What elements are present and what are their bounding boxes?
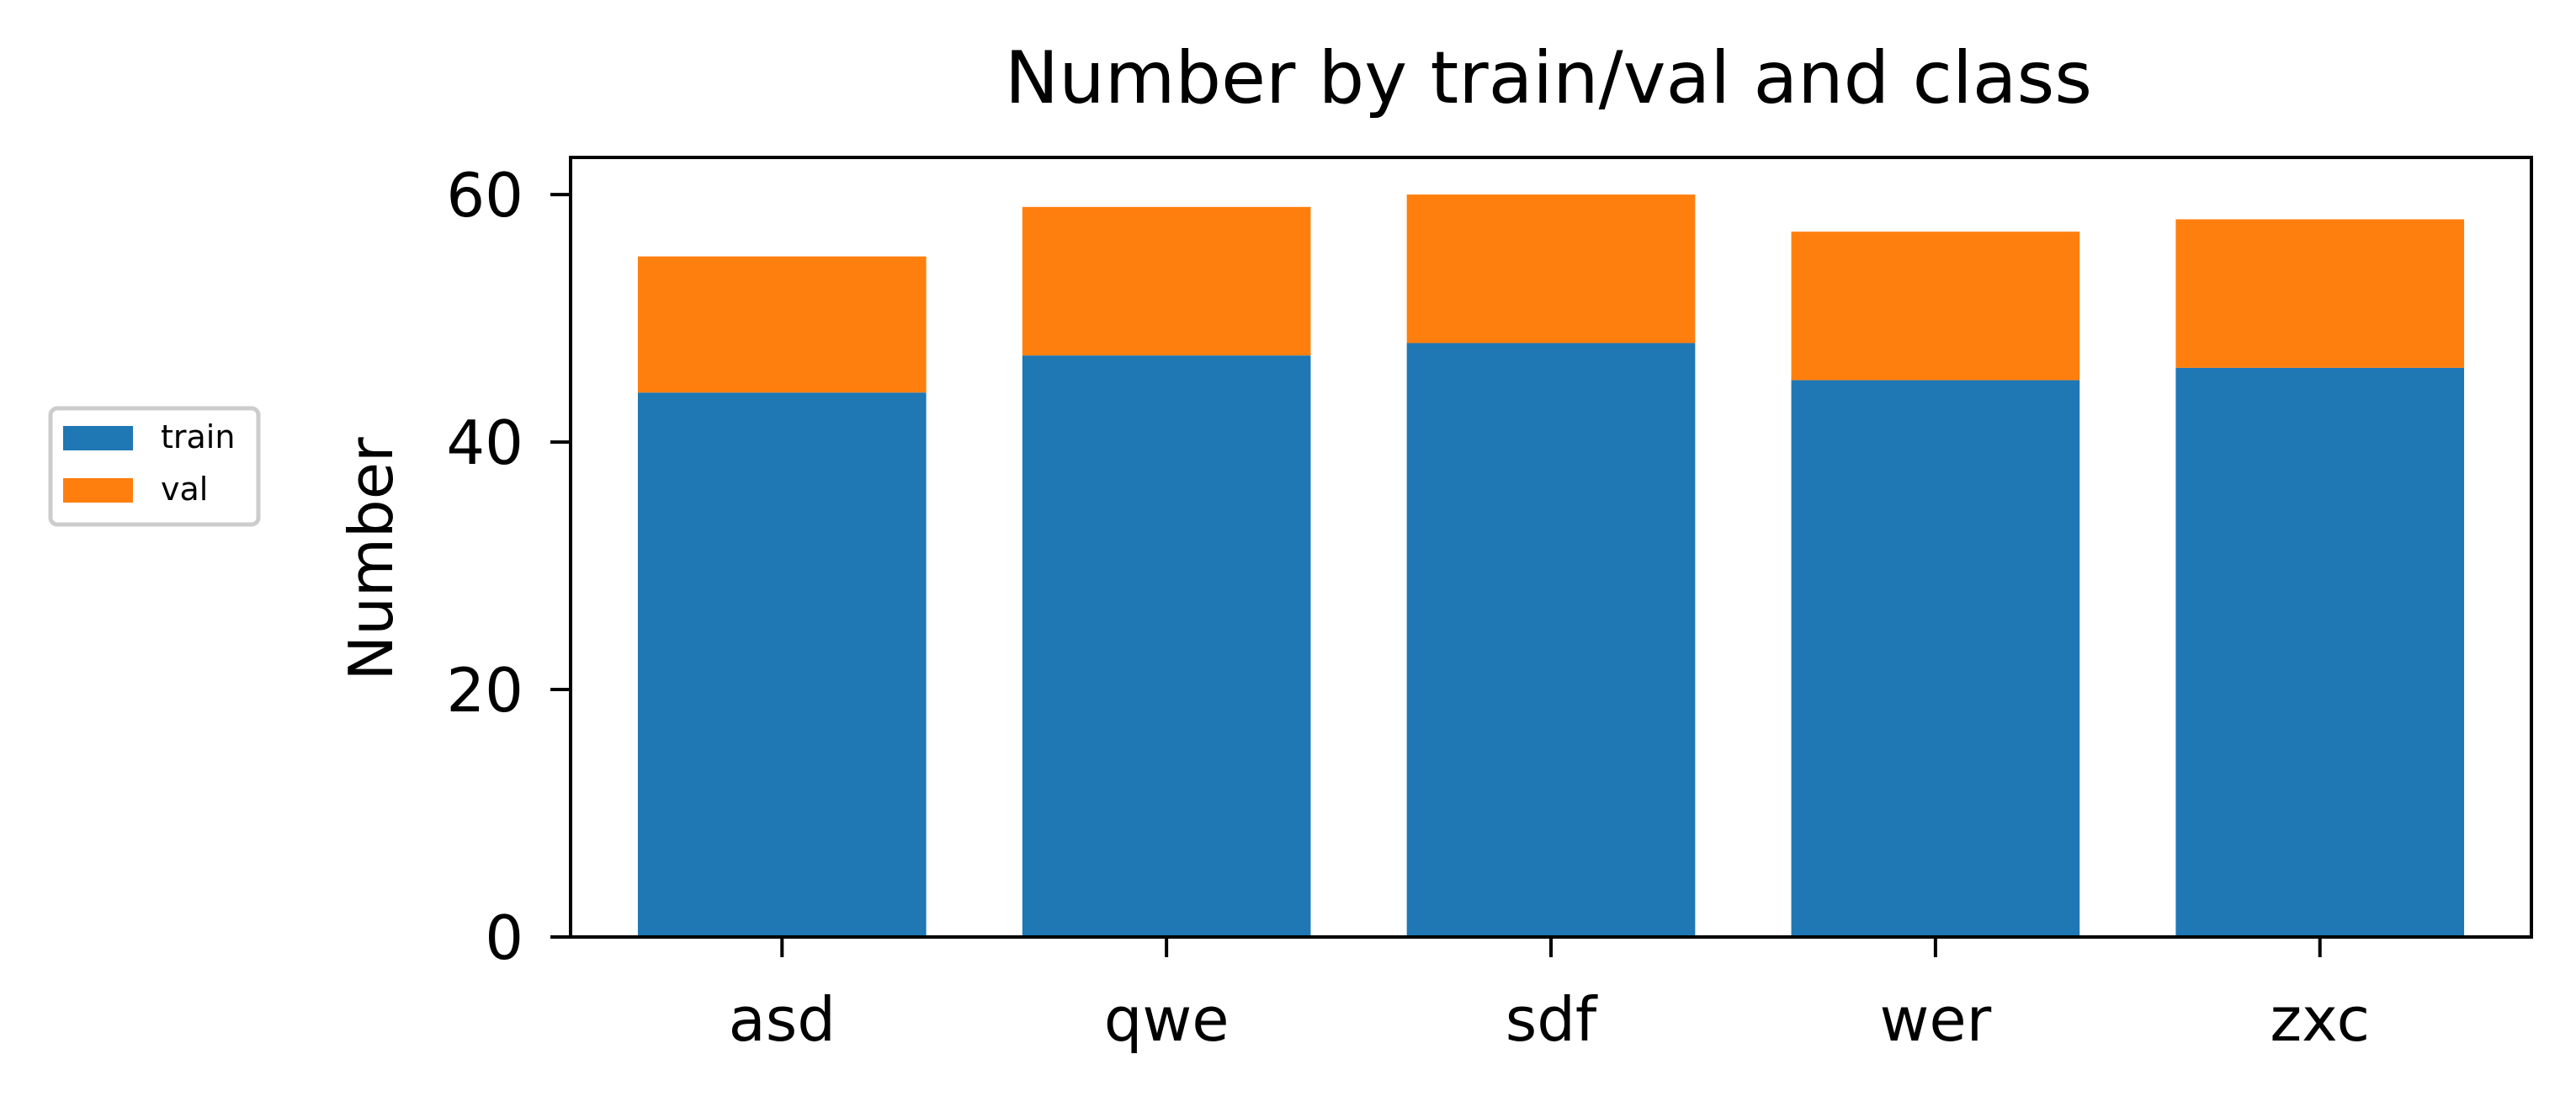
bar-train-sdf	[1406, 343, 1696, 937]
bars-layer	[637, 194, 2465, 938]
x-tick-label-zxc: zxc	[2270, 984, 2370, 1055]
bar-train-zxc	[2175, 367, 2465, 937]
bar-val-wer	[1791, 232, 2080, 381]
y-axis-label: Number	[336, 437, 406, 681]
x-tick-label-qwe: qwe	[1104, 984, 1230, 1055]
legend-swatch-val	[63, 478, 133, 503]
x-tick-label-asd: asd	[729, 984, 836, 1055]
y-tick-label-20: 20	[446, 655, 523, 726]
y-tick-label-0: 0	[485, 902, 523, 973]
plot-frame	[569, 156, 2533, 939]
legend-swatch-train	[63, 426, 133, 450]
bar-train-asd	[637, 392, 927, 937]
y-tick-label-40: 40	[446, 407, 523, 478]
ticks-layer: asd qwe sdf wer zxc 0 20 40 60	[446, 160, 2370, 1055]
x-tick-label-sdf: sdf	[1506, 984, 1598, 1055]
bar-val-zxc	[2175, 219, 2465, 368]
chart-title: Number by train/val and class	[1005, 36, 2092, 120]
x-tick-label-wer: wer	[1879, 984, 1991, 1055]
legend: train val	[48, 406, 261, 527]
bar-val-asd	[637, 256, 927, 393]
bar-val-qwe	[1022, 206, 1311, 356]
bar-val-sdf	[1406, 194, 1696, 343]
y-tick-label-60: 60	[446, 160, 523, 231]
legend-label-train: train	[161, 418, 235, 455]
bar-train-qwe	[1022, 355, 1311, 938]
legend-label-val: val	[161, 471, 208, 508]
bar-train-wer	[1791, 380, 2080, 938]
